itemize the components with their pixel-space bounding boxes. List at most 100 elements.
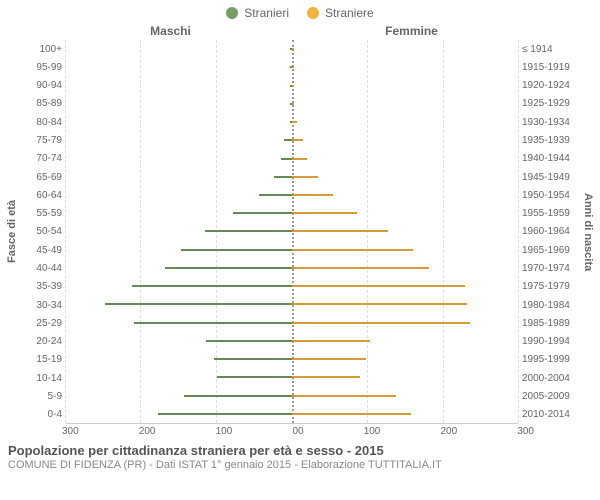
legend-label-female: Straniere [325, 6, 374, 20]
x-tick: 200 [441, 426, 458, 437]
bar-row [66, 386, 518, 404]
column-headers: Maschi Femmine [0, 24, 600, 40]
y-tick-birth: 2000-2004 [522, 373, 580, 384]
y-tick-birth: 1955-1959 [522, 208, 580, 219]
legend-item-male: Stranieri [226, 6, 289, 20]
y-tick-birth: 1945-1949 [522, 172, 580, 183]
bar-row [66, 295, 518, 313]
bar-male [281, 158, 292, 160]
chart-subtitle: COMUNE DI FIDENZA (PR) - Dati ISTAT 1° g… [8, 459, 592, 471]
bar-male [134, 322, 292, 324]
chart-title: Popolazione per cittadinanza straniera p… [8, 443, 592, 458]
bar-female [292, 85, 294, 87]
y-tick-age: 15-19 [20, 354, 62, 365]
y-tick-age: 25-29 [20, 318, 62, 329]
bars-container [66, 40, 518, 423]
y-tick-age: 20-24 [20, 336, 62, 347]
bar-female [292, 194, 333, 196]
chart-footer: Popolazione per cittadinanza straniera p… [0, 437, 600, 471]
y-tick-age: 0-4 [20, 409, 62, 420]
y-tick-birth: 1920-1924 [522, 80, 580, 91]
bar-female [292, 267, 429, 269]
y-tick-age: 80-84 [20, 117, 62, 128]
bar-row [66, 204, 518, 222]
bar-row [66, 350, 518, 368]
y-tick-birth: 1940-1944 [522, 153, 580, 164]
y-tick-birth: 2005-2009 [522, 391, 580, 402]
bar-female [292, 358, 366, 360]
bar-male [205, 230, 292, 232]
bar-male [165, 267, 292, 269]
y-tick-age: 100+ [20, 44, 62, 55]
bar-row [66, 405, 518, 423]
bar-female [292, 48, 294, 50]
bar-male [284, 139, 292, 141]
y-tick-birth: 1975-1979 [522, 281, 580, 292]
legend-swatch-male [226, 7, 238, 19]
bar-male [259, 194, 292, 196]
y-tick-age: 55-59 [20, 208, 62, 219]
bar-row [66, 222, 518, 240]
y-tick-birth: 1985-1989 [522, 318, 580, 329]
y-tick-age: 50-54 [20, 226, 62, 237]
legend: Stranieri Straniere [0, 0, 600, 24]
bar-row [66, 368, 518, 386]
y-tick-birth: 1990-1994 [522, 336, 580, 347]
bar-female [292, 303, 467, 305]
y-tick-age: 60-64 [20, 190, 62, 201]
bar-male [274, 176, 292, 178]
bar-row [66, 131, 518, 149]
bar-female [292, 212, 357, 214]
bar-male [132, 285, 292, 287]
bar-female [292, 121, 297, 123]
bar-male [184, 395, 292, 397]
legend-label-male: Stranieri [244, 6, 289, 20]
y-tick-birth: 1980-1984 [522, 300, 580, 311]
x-tick: 300 [62, 426, 79, 437]
column-header-male: Maschi [50, 24, 291, 38]
bar-row [66, 113, 518, 131]
bar-female [292, 340, 370, 342]
y-tick-birth: 1915-1919 [522, 62, 580, 73]
y-tick-age: 45-49 [20, 245, 62, 256]
y-tick-birth: 2010-2014 [522, 409, 580, 420]
bar-male [181, 249, 292, 251]
y-tick-age: 65-69 [20, 172, 62, 183]
y-tick-age: 85-89 [20, 98, 62, 109]
y-axis-label-right: Anni di nascita [580, 40, 596, 424]
y-tick-birth: 1970-1974 [522, 263, 580, 274]
x-tick: 300 [517, 426, 534, 437]
bar-male [217, 376, 292, 378]
y-axis-left: 100+95-9990-9485-8980-8475-7970-7465-696… [20, 40, 66, 424]
bar-female [292, 322, 470, 324]
x-tick: 100 [364, 426, 381, 437]
x-tick: 200 [139, 426, 156, 437]
y-tick-birth: 1950-1954 [522, 190, 580, 201]
bar-row [66, 76, 518, 94]
bar-female [292, 158, 307, 160]
bar-female [292, 230, 388, 232]
bar-male [105, 303, 292, 305]
y-tick-birth: 1935-1939 [522, 135, 580, 146]
bar-male [158, 413, 292, 415]
y-axis-label-left: Fasce di età [4, 40, 20, 424]
bar-row [66, 58, 518, 76]
bar-female [292, 176, 318, 178]
bar-female [292, 249, 413, 251]
x-tick: 0 [298, 426, 304, 437]
y-tick-age: 95-99 [20, 62, 62, 73]
bar-female [292, 139, 303, 141]
y-tick-birth: 1930-1934 [522, 117, 580, 128]
y-tick-birth: ≤ 1914 [522, 44, 580, 55]
column-header-female: Femmine [291, 24, 532, 38]
bar-female [292, 413, 411, 415]
bar-row [66, 241, 518, 259]
bar-row [66, 332, 518, 350]
y-tick-age: 30-34 [20, 300, 62, 311]
bar-male [206, 340, 292, 342]
y-tick-age: 35-39 [20, 281, 62, 292]
y-axis-right: ≤ 19141915-19191920-19241925-19291930-19… [518, 40, 580, 424]
plot-area [66, 40, 518, 424]
bar-female [292, 395, 396, 397]
x-tick: 100 [216, 426, 233, 437]
